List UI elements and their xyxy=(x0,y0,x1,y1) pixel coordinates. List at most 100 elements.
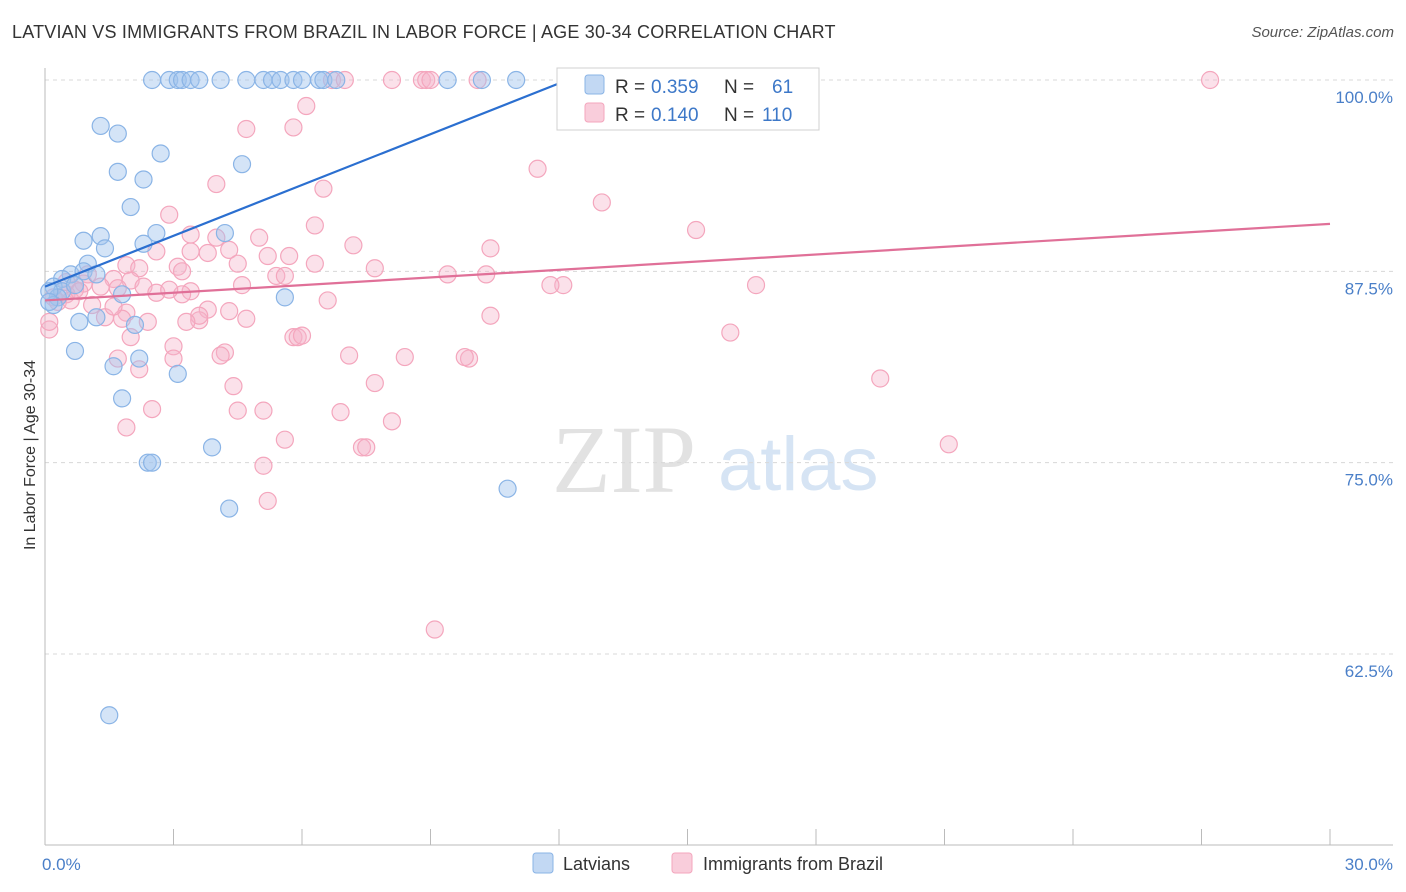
brazil-point xyxy=(455,347,474,367)
brazil-point xyxy=(142,399,162,419)
brazil-point xyxy=(224,377,243,396)
brazil-point xyxy=(254,401,273,420)
latvian-point xyxy=(327,70,346,90)
brazil-point xyxy=(1200,70,1220,90)
latvian-point xyxy=(211,70,230,90)
svg-text:R =: R = xyxy=(615,105,645,126)
brazil-trend-line xyxy=(44,222,1331,302)
latvian-point xyxy=(112,389,132,408)
latvian-point xyxy=(104,357,123,376)
brazil-point xyxy=(130,360,149,379)
brazil-point xyxy=(207,174,226,194)
brazil-point xyxy=(280,246,299,266)
legend-swatch-brazil xyxy=(584,102,605,123)
brazil-points xyxy=(40,70,1220,639)
brazil-point xyxy=(258,491,277,511)
brazil-point xyxy=(721,323,740,342)
brazil-point xyxy=(421,70,440,90)
brazil-point xyxy=(164,349,183,368)
latvian-point xyxy=(232,155,252,174)
brazil-point xyxy=(177,312,196,331)
brazil-point xyxy=(117,418,136,437)
brazil-point xyxy=(528,159,547,178)
watermark-atlas: atlas xyxy=(718,422,879,507)
latvian-point xyxy=(220,499,239,518)
brazil-point xyxy=(207,228,226,247)
brazil-point xyxy=(871,369,890,388)
bottom-legend-swatch-brazil xyxy=(671,852,693,874)
brazil-point xyxy=(318,291,337,310)
brazil-point xyxy=(344,236,363,255)
latvian-point xyxy=(292,70,312,90)
watermark-zip: ZIP xyxy=(552,406,696,513)
brazil-point xyxy=(352,438,372,457)
brazil-point xyxy=(481,239,500,258)
brazil-point xyxy=(554,276,573,295)
latvian-point xyxy=(40,292,59,312)
axis-layer: 62.5% 75.0% 87.5% 100.0% 0.0% 30.0% xyxy=(42,68,1393,874)
latvian-point xyxy=(168,70,187,90)
brazil-point xyxy=(220,302,239,321)
latvian-point xyxy=(314,70,333,90)
brazil-point xyxy=(314,179,333,198)
legend-n-latvians: 61 xyxy=(772,77,793,98)
latvian-point xyxy=(472,70,491,90)
latvian-point xyxy=(507,70,526,90)
trend-layer xyxy=(44,78,1331,302)
brazil-point xyxy=(382,412,402,431)
series-legend: Latvians Immigrants from Brazil xyxy=(532,852,883,874)
latvian-point xyxy=(130,349,149,368)
brazil-point xyxy=(40,312,59,331)
legend-r-latvians: 0.359 xyxy=(651,77,699,98)
chart-source: Source: ZipAtlas.com xyxy=(1251,24,1394,41)
brazil-point xyxy=(468,70,487,90)
latvian-point xyxy=(138,453,157,472)
brazil-point xyxy=(746,276,766,295)
brazil-point xyxy=(382,70,402,90)
brazil-point xyxy=(592,193,611,212)
brazil-point xyxy=(275,266,294,286)
brazil-point xyxy=(417,70,436,90)
latvian-point xyxy=(202,438,222,457)
latvian-point xyxy=(142,453,162,472)
latvian-point xyxy=(190,70,209,90)
latvian-point xyxy=(91,116,110,136)
brazil-point xyxy=(172,262,192,281)
y-tick-label: 75.0% xyxy=(1345,471,1393,490)
bottom-legend-brazil: Immigrants from Brazil xyxy=(703,854,883,874)
brazil-point xyxy=(305,216,324,235)
brazil-point xyxy=(228,401,247,420)
brazil-point xyxy=(686,220,706,240)
bottom-legend-swatch-latvians xyxy=(532,852,554,874)
y-axis-label: In Labor Force | Age 30-34 xyxy=(22,360,39,550)
brazil-point xyxy=(365,259,384,278)
brazil-point xyxy=(395,347,414,367)
brazil-point xyxy=(284,118,303,137)
brazil-point xyxy=(237,119,256,139)
latvian-point xyxy=(74,231,93,250)
y-tick-label: 87.5% xyxy=(1345,279,1393,298)
svg-text:N =: N = xyxy=(724,105,754,126)
latvian-point xyxy=(168,364,187,383)
brazil-point xyxy=(160,205,179,224)
latvian-point xyxy=(87,308,106,327)
x-tick-label-max: 30.0% xyxy=(1345,855,1393,874)
brazil-point xyxy=(357,438,376,457)
legend-swatch-latvians xyxy=(584,74,605,95)
latvian-point xyxy=(215,223,234,243)
brazil-point xyxy=(438,265,457,284)
y-tick-label: 100.0% xyxy=(1335,88,1393,107)
latvian-point xyxy=(237,70,256,90)
svg-text:R =: R = xyxy=(615,77,645,98)
legend-n-brazil: 110 xyxy=(762,105,792,126)
brazil-point xyxy=(232,276,252,295)
brazil-point xyxy=(297,96,316,116)
latvian-point xyxy=(65,276,85,295)
latvian-point xyxy=(498,479,517,498)
latvian-point xyxy=(142,70,162,90)
brazil-point xyxy=(939,435,958,454)
brazil-point xyxy=(211,346,230,365)
latvian-point xyxy=(275,288,294,307)
latvian-point xyxy=(65,341,85,361)
